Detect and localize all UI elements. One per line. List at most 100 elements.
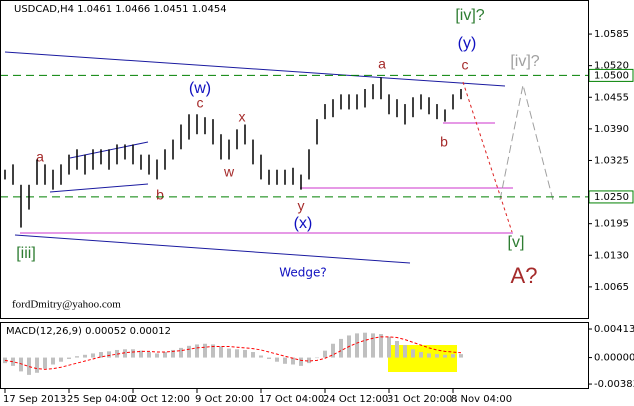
histogram-bar	[83, 354, 87, 358]
histogram-bar	[147, 352, 151, 358]
price-frame	[0, 0, 589, 319]
histogram-bar	[155, 353, 159, 358]
y-tick-label: 1.0130	[594, 250, 629, 261]
histogram-bar	[131, 349, 135, 358]
histogram-bar	[107, 351, 111, 358]
annotation: fordDmitry@yahoo.com	[12, 299, 121, 311]
chart-title: USDCAD,H4 1.0461 1.0466 1.0451 1.0454	[14, 4, 227, 15]
histogram-bar	[315, 357, 319, 359]
annotation: c	[462, 57, 469, 73]
x-tick-label: 17 Sep 2013	[3, 394, 66, 405]
histogram-bar	[219, 346, 223, 358]
histogram-bar	[259, 355, 263, 358]
histogram-bar	[67, 357, 71, 359]
signal-line	[4, 336, 462, 370]
histogram-bar	[459, 354, 463, 358]
annotation: c	[197, 95, 204, 111]
annotation: Wedge?	[279, 266, 327, 280]
histogram-bar	[123, 349, 127, 358]
annotation: (x)	[294, 215, 313, 232]
frames	[0, 0, 589, 389]
histogram-bar	[59, 357, 63, 362]
annotation: [v]	[508, 234, 525, 251]
highlight-box	[388, 345, 457, 372]
annotation: b	[440, 134, 448, 150]
histogram-bar	[139, 350, 143, 358]
annotation: a	[36, 149, 44, 165]
histogram-bar	[395, 340, 399, 358]
histogram-bar	[291, 357, 295, 365]
y-tick-label: 1.0065	[594, 282, 629, 293]
level-label: 1.0500	[594, 70, 629, 81]
y-tick-label: 1.0455	[594, 92, 629, 103]
histogram-bar	[227, 348, 231, 358]
histogram-bar	[443, 354, 447, 358]
level-label: 1.0250	[594, 192, 629, 203]
annotation: [iv]?	[510, 53, 539, 70]
projection-line	[462, 81, 513, 233]
histogram-bar	[35, 357, 39, 373]
histogram-bar	[355, 333, 359, 358]
histogram-bar	[427, 353, 431, 358]
histogram-bar	[235, 349, 239, 358]
histogram-bar	[379, 334, 383, 358]
histogram-bar	[331, 343, 335, 358]
histogram-bar	[211, 344, 215, 358]
annotation: w	[223, 164, 235, 180]
histogram-bar	[179, 347, 183, 358]
macd-frame	[0, 322, 589, 389]
histogram-bar	[411, 349, 415, 358]
histogram-bar	[339, 338, 343, 358]
histogram-bar	[195, 344, 199, 358]
histogram-bar	[243, 349, 247, 358]
histogram-bar	[115, 349, 119, 358]
annotation: A?	[511, 263, 538, 288]
annotation: y	[298, 198, 305, 214]
histogram-bar	[267, 357, 271, 359]
y-tick-label: 1.0390	[594, 124, 629, 135]
histogram-bar	[323, 350, 327, 358]
histogram-bar	[43, 357, 47, 369]
annotation: (w)	[189, 80, 211, 97]
histogram-bar	[91, 353, 95, 358]
histogram-bar	[19, 357, 23, 372]
histogram-bar	[187, 345, 191, 358]
trend-line	[4, 51, 506, 87]
annotation: a	[378, 56, 386, 72]
annotation: [iv]?	[455, 7, 484, 24]
histogram-bar	[275, 357, 279, 362]
histogram-bar	[387, 336, 391, 358]
x-tick-label: 9 Oct 20:00	[195, 394, 254, 405]
histogram-bar	[451, 354, 455, 358]
histogram-bar	[363, 332, 367, 358]
histogram-bar	[307, 357, 311, 364]
histogram-bar	[51, 357, 55, 365]
histogram-bar	[163, 352, 167, 358]
annotation: x	[239, 109, 246, 125]
histogram-bar	[283, 357, 287, 364]
annotation: (y)	[458, 35, 477, 52]
x-tick-label: 8 Nov 04:00	[451, 394, 512, 405]
x-tick-label: 2 Oct 12:00	[131, 394, 190, 405]
x-tick-label: 31 Oct 20:00	[387, 394, 452, 405]
y-tick-label: 1.0520	[594, 61, 629, 72]
histogram-bar	[203, 343, 207, 358]
y-tick-label: 0.00000	[594, 353, 634, 364]
y-tick-label: 1.0195	[594, 219, 629, 230]
x-tick-label: 24 Oct 12:00	[323, 394, 388, 405]
drawings	[4, 51, 554, 372]
y-tick-label: 1.0325	[594, 155, 629, 166]
trend-line	[14, 234, 411, 264]
histogram-bar	[371, 333, 375, 358]
annotation: b	[156, 187, 164, 203]
annotation: [iii]	[16, 245, 36, 262]
histogram-bar	[403, 345, 407, 358]
projection-line	[499, 84, 554, 201]
histogram-bar	[251, 352, 255, 358]
histogram-bar	[435, 354, 439, 358]
x-tick-label: 25 Sep 04:00	[67, 394, 134, 405]
wedge-line	[49, 183, 149, 193]
